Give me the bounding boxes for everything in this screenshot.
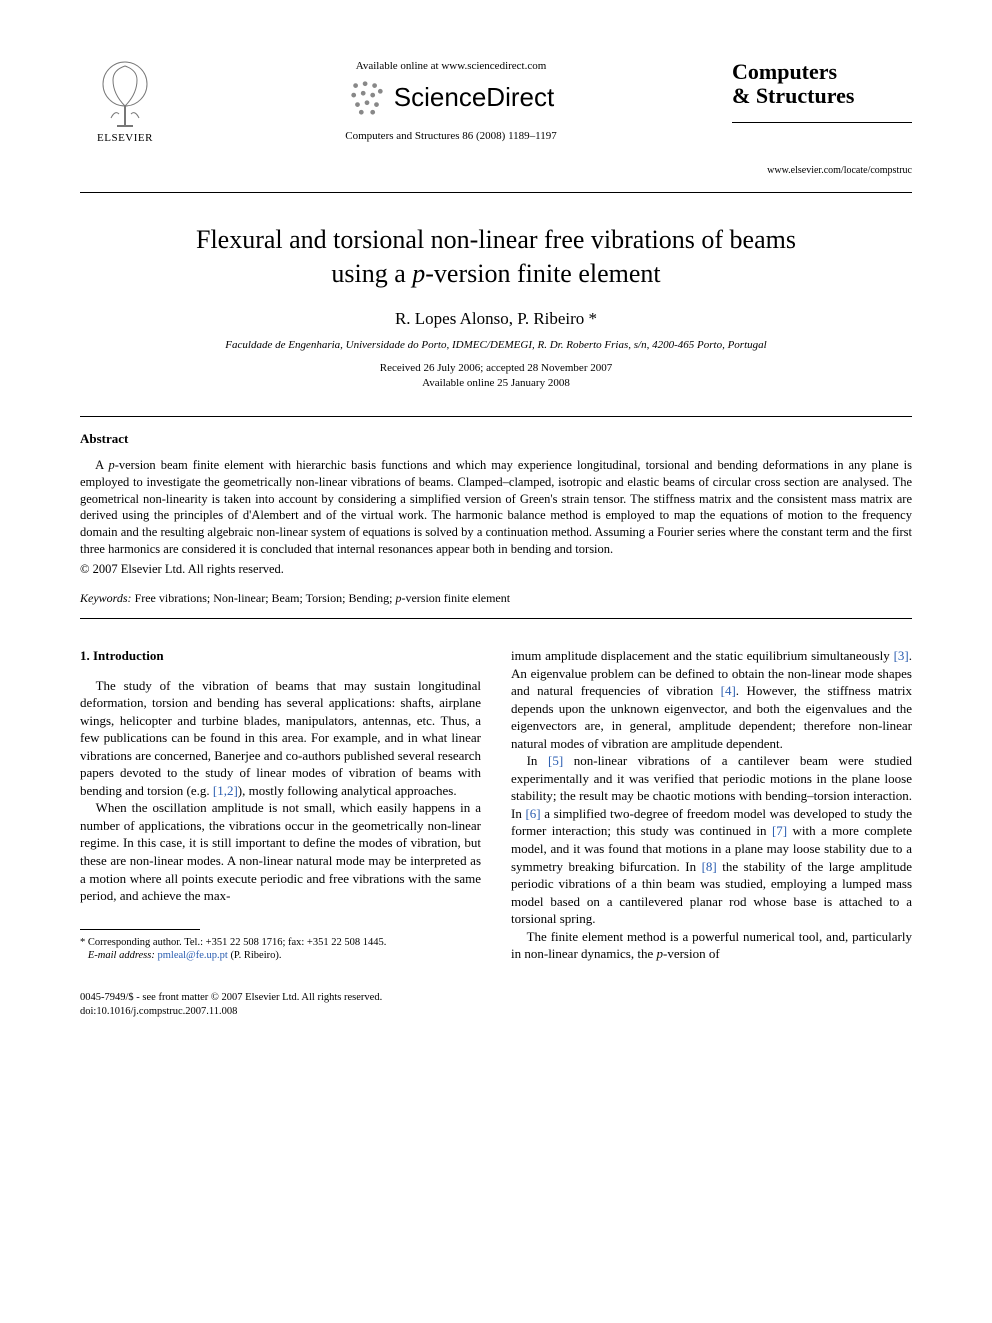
section-1-heading: 1. Introduction <box>80 647 481 665</box>
intro-p1-end: ), mostly following analytical approache… <box>238 783 457 798</box>
title-line1: Flexural and torsional non-linear free v… <box>196 225 796 254</box>
col2-p3-post: -version of <box>663 946 720 961</box>
cite-1-2[interactable]: [1,2] <box>213 783 238 798</box>
rule-below-keywords <box>80 618 912 619</box>
footnote-email-line: E-mail address: pmleal@fe.up.pt (P. Ribe… <box>80 949 481 963</box>
cite-3[interactable]: [3] <box>894 648 909 663</box>
affiliation-line: Faculdade de Engenharia, Universidade do… <box>80 339 912 351</box>
column-right: imum amplitude displacement and the stat… <box>511 647 912 963</box>
elsevier-label: ELSEVIER <box>97 132 153 144</box>
rule-above-abstract <box>80 416 912 417</box>
header-center: Available online at www.sciencedirect.co… <box>170 60 732 142</box>
column-left: 1. Introduction The study of the vibrati… <box>80 647 481 963</box>
paper-title: Flexural and torsional non-linear free v… <box>140 223 852 291</box>
elsevier-tree-icon <box>95 60 155 130</box>
cite-5[interactable]: [5] <box>548 753 563 768</box>
footnote-separator <box>80 929 200 930</box>
journal-url: www.elsevier.com/locate/compstruc <box>732 165 912 176</box>
page-header: ELSEVIER Available online at www.science… <box>80 60 912 193</box>
footnote-corr: * Corresponding author. Tel.: +351 22 50… <box>80 936 481 950</box>
cite-8[interactable]: [8] <box>702 859 717 874</box>
abstract-heading: Abstract <box>80 431 912 447</box>
journal-reference: Computers and Structures 86 (2008) 1189–… <box>190 130 712 142</box>
page-footer: 0045-7949/$ - see front matter © 2007 El… <box>80 991 912 1018</box>
abstract-mid: -version beam finite element with hierar… <box>80 458 912 556</box>
intro-p1-cont: imum amplitude displacement and the stat… <box>511 647 912 752</box>
elsevier-logo-block: ELSEVIER <box>80 60 170 144</box>
col2-p2-pre: In <box>527 753 548 768</box>
sciencedirect-logo: ScienceDirect <box>190 78 712 116</box>
journal-title-line2: & Structures <box>732 83 854 108</box>
intro-p2: When the oscillation amplitude is not sm… <box>80 799 481 904</box>
abstract-copyright: © 2007 Elsevier Ltd. All rights reserved… <box>80 562 912 577</box>
online-date: Available online 25 January 2008 <box>422 377 570 389</box>
footnote-email[interactable]: pmleal@fe.up.pt <box>157 950 227 961</box>
authors-line: R. Lopes Alonso, P. Ribeiro * <box>80 309 912 329</box>
keywords-pre: Free vibrations; Non-linear; Beam; Torsi… <box>132 591 396 605</box>
cite-4[interactable]: [4] <box>721 683 736 698</box>
dates-block: Received 26 July 2006; accepted 28 Novem… <box>80 361 912 392</box>
journal-title-line1: Computers <box>732 59 837 84</box>
available-online-text: Available online at www.sciencedirect.co… <box>190 60 712 72</box>
col2-p1-pre: imum amplitude displacement and the stat… <box>511 648 894 663</box>
intro-p4: The finite element method is a powerful … <box>511 928 912 963</box>
abstract-pre: A <box>95 458 108 472</box>
keywords-label: Keywords: <box>80 591 132 605</box>
footnote-email-post: (P. Ribeiro). <box>228 950 282 961</box>
body-columns: 1. Introduction The study of the vibrati… <box>80 647 912 963</box>
title-line2-post: -version finite element <box>425 259 660 288</box>
intro-p1: The study of the vibration of beams that… <box>80 677 481 800</box>
journal-box-title: Computers & Structures <box>732 60 912 123</box>
sciencedirect-text: ScienceDirect <box>394 82 554 113</box>
footnote-email-label: E-mail address: <box>88 950 155 961</box>
sciencedirect-dots-icon <box>348 78 386 116</box>
cite-7[interactable]: [7] <box>772 823 787 838</box>
keywords-line: Keywords: Free vibrations; Non-linear; B… <box>80 591 912 606</box>
keywords-post: -version finite element <box>401 591 510 605</box>
footer-line1: 0045-7949/$ - see front matter © 2007 El… <box>80 991 912 1005</box>
intro-p3: In [5] non-linear vibrations of a cantil… <box>511 752 912 927</box>
received-date: Received 26 July 2006; accepted 28 Novem… <box>380 362 612 374</box>
footer-line2: doi:10.1016/j.compstruc.2007.11.008 <box>80 1005 912 1019</box>
intro-p1-text: The study of the vibration of beams that… <box>80 678 481 798</box>
abstract-body: A p-version beam finite element with hie… <box>80 457 912 558</box>
corresponding-author-footnote: * Corresponding author. Tel.: +351 22 50… <box>80 936 481 963</box>
cite-6[interactable]: [6] <box>525 806 540 821</box>
title-line2-pre: using a <box>331 259 412 288</box>
title-p-italic: p <box>412 259 425 288</box>
journal-title-box: Computers & Structures www.elsevier.com/… <box>732 60 912 176</box>
